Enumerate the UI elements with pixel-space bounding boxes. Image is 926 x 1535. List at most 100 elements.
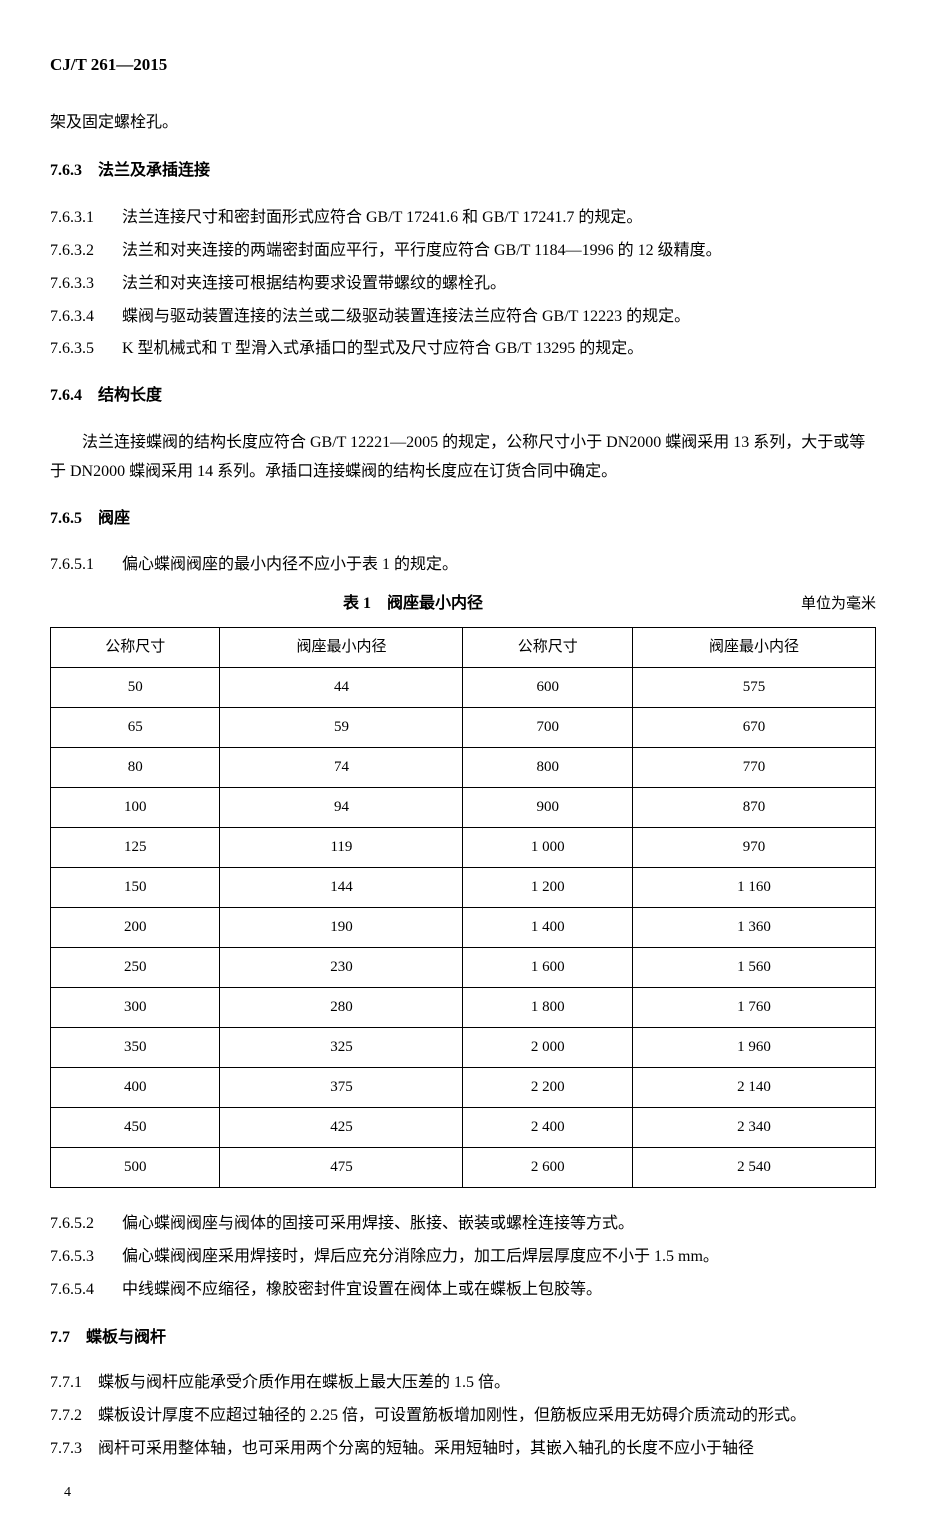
clause: 7.6.3.2法兰和对夹连接的两端密封面应平行，平行度应符合 GB/T 1184… [50, 237, 876, 266]
section-764-title: 结构长度 [98, 387, 162, 404]
table-cell: 375 [220, 1067, 463, 1107]
clause: 7.6.3.3法兰和对夹连接可根据结构要求设置带螺纹的螺栓孔。 [50, 270, 876, 299]
table-cell: 230 [220, 947, 463, 987]
table-cell: 119 [220, 827, 463, 867]
page-number: 4 [64, 1480, 876, 1505]
table-header-cell: 公称尺寸 [463, 627, 632, 667]
table-cell: 450 [51, 1107, 220, 1147]
table-cell: 100 [51, 787, 220, 827]
table-row: 6559700670 [51, 707, 876, 747]
table-cell: 770 [632, 747, 875, 787]
clause-7652: 7.6.5.2 偏心蝶阀阀座与阀体的固接可采用焊接、胀接、嵌装或螺栓连接等方式。 [50, 1210, 876, 1239]
clause-7651-text: 偏心蝶阀阀座的最小内径不应小于表 1 的规定。 [122, 551, 876, 580]
table-cell: 2 340 [632, 1107, 875, 1147]
clause-7651: 7.6.5.1 偏心蝶阀阀座的最小内径不应小于表 1 的规定。 [50, 551, 876, 580]
table-cell: 1 760 [632, 987, 875, 1027]
clause-7654-num: 7.6.5.4 [50, 1276, 122, 1305]
section-765-title: 阀座 [98, 510, 130, 527]
table-header-cell: 阀座最小内径 [632, 627, 875, 667]
table-cell: 1 160 [632, 867, 875, 907]
table-row: 4504252 4002 340 [51, 1107, 876, 1147]
clause: 7.6.3.1法兰连接尺寸和密封面形式应符合 GB/T 17241.6 和 GB… [50, 204, 876, 233]
continuation-text: 架及固定螺栓孔。 [50, 109, 876, 138]
table-row: 5044600575 [51, 667, 876, 707]
table-cell: 125 [51, 827, 220, 867]
clause-7654-text: 中线蝶阀不应缩径，橡胶密封件宜设置在阀体上或在蝶板上包胶等。 [122, 1276, 876, 1305]
clause-7653-text: 偏心蝶阀阀座采用焊接时，焊后应充分消除应力，加工后焊层厚度应不小于 1.5 mm… [122, 1243, 876, 1272]
table-cell: 900 [463, 787, 632, 827]
table-cell: 500 [51, 1147, 220, 1187]
table-cell: 700 [463, 707, 632, 747]
table-cell: 1 800 [463, 987, 632, 1027]
clause: 7.6.3.4蝶阀与驱动装置连接的法兰或二级驱动装置连接法兰应符合 GB/T 1… [50, 303, 876, 332]
table1-header-row: 公称尺寸阀座最小内径公称尺寸阀座最小内径 [51, 627, 876, 667]
table-cell: 400 [51, 1067, 220, 1107]
section-763-number: 7.6.3 [50, 162, 82, 179]
table-cell: 2 140 [632, 1067, 875, 1107]
table-row: 1251191 000970 [51, 827, 876, 867]
table-row: 3002801 8001 760 [51, 987, 876, 1027]
table-cell: 800 [463, 747, 632, 787]
table-cell: 200 [51, 907, 220, 947]
clause-text: 法兰连接尺寸和密封面形式应符合 GB/T 17241.6 和 GB/T 1724… [122, 204, 876, 233]
table-row: 10094900870 [51, 787, 876, 827]
table-row: 4003752 2002 140 [51, 1067, 876, 1107]
clause-num: 7.6.3.5 [50, 335, 122, 364]
clause-num: 7.6.3.1 [50, 204, 122, 233]
table-row: 8074800770 [51, 747, 876, 787]
section-77-number: 7.7 [50, 1329, 70, 1346]
clause-7652-num: 7.6.5.2 [50, 1210, 122, 1239]
table-cell: 1 360 [632, 907, 875, 947]
table-cell: 1 200 [463, 867, 632, 907]
table1-caption: 表 1 阀座最小内径 [50, 590, 776, 619]
table-cell: 1 000 [463, 827, 632, 867]
table-row: 2001901 4001 360 [51, 907, 876, 947]
table1-body: 5044600575655970067080748007701009490087… [51, 667, 876, 1187]
section-763-heading: 7.6.3 法兰及承插连接 [50, 157, 876, 186]
section-763-clauses: 7.6.3.1法兰连接尺寸和密封面形式应符合 GB/T 17241.6 和 GB… [50, 204, 876, 364]
table-cell: 970 [632, 827, 875, 867]
clause-num: 7.6.3.2 [50, 237, 122, 266]
table-cell: 300 [51, 987, 220, 1027]
clause-7653-num: 7.6.5.3 [50, 1243, 122, 1272]
clause: 7.6.3.5K 型机械式和 T 型滑入式承插口的型式及尺寸应符合 GB/T 1… [50, 335, 876, 364]
table-cell: 2 200 [463, 1067, 632, 1107]
table-row: 3503252 0001 960 [51, 1027, 876, 1067]
section-764-number: 7.6.4 [50, 387, 82, 404]
clause-text: 法兰和对夹连接的两端密封面应平行，平行度应符合 GB/T 1184—1996 的… [122, 237, 876, 266]
section-765-heading: 7.6.5 阀座 [50, 505, 876, 534]
table-cell: 350 [51, 1027, 220, 1067]
section-765-number: 7.6.5 [50, 510, 82, 527]
table-cell: 280 [220, 987, 463, 1027]
clause: 7.7.1 蝶板与阀杆应能承受介质作用在蝶板上最大压差的 1.5 倍。 [50, 1369, 876, 1398]
clause: 7.7.3 阀杆可采用整体轴，也可采用两个分离的短轴。采用短轴时，其嵌入轴孔的长… [50, 1435, 876, 1464]
table-cell: 325 [220, 1027, 463, 1067]
table-cell: 65 [51, 707, 220, 747]
table-cell: 144 [220, 867, 463, 907]
section-77-clauses: 7.7.1 蝶板与阀杆应能承受介质作用在蝶板上最大压差的 1.5 倍。7.7.2… [50, 1369, 876, 1463]
table-header-cell: 阀座最小内径 [220, 627, 463, 667]
table-cell: 190 [220, 907, 463, 947]
table-cell: 1 960 [632, 1027, 875, 1067]
clause-7653: 7.6.5.3 偏心蝶阀阀座采用焊接时，焊后应充分消除应力，加工后焊层厚度应不小… [50, 1243, 876, 1272]
table-cell: 80 [51, 747, 220, 787]
table1: 公称尺寸阀座最小内径公称尺寸阀座最小内径 5044600575655970067… [50, 627, 876, 1188]
table-cell: 870 [632, 787, 875, 827]
table-cell: 50 [51, 667, 220, 707]
table-row: 5004752 6002 540 [51, 1147, 876, 1187]
table-cell: 1 600 [463, 947, 632, 987]
table-cell: 1 400 [463, 907, 632, 947]
table-cell: 670 [632, 707, 875, 747]
section-763-title: 法兰及承插连接 [98, 162, 210, 179]
table-cell: 44 [220, 667, 463, 707]
standard-code: CJ/T 261—2015 [50, 50, 876, 81]
clause-text: 蝶阀与驱动装置连接的法兰或二级驱动装置连接法兰应符合 GB/T 12223 的规… [122, 303, 876, 332]
clause-text: 法兰和对夹连接可根据结构要求设置带螺纹的螺栓孔。 [122, 270, 876, 299]
clause-num: 7.6.3.3 [50, 270, 122, 299]
table1-unit: 单位为毫米 [776, 591, 876, 618]
section-77-title: 蝶板与阀杆 [86, 1329, 166, 1346]
table-cell: 250 [51, 947, 220, 987]
table-cell: 475 [220, 1147, 463, 1187]
table1-caption-row: 表 1 阀座最小内径 单位为毫米 [50, 590, 876, 619]
table-cell: 1 560 [632, 947, 875, 987]
